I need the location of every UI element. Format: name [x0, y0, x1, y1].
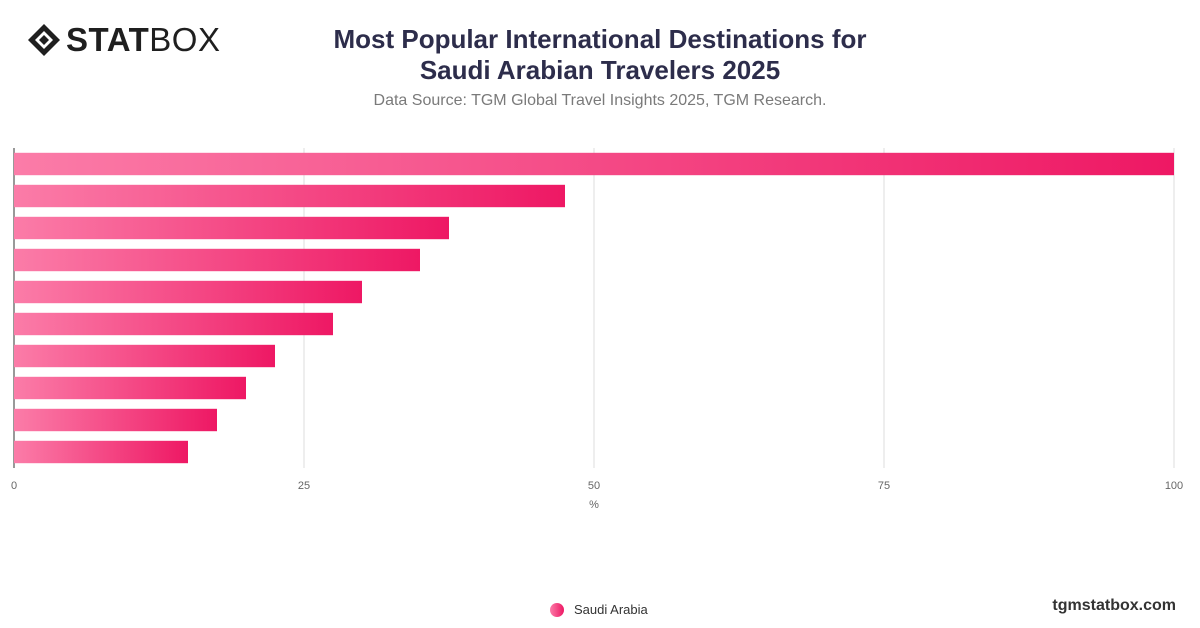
legend-swatch-saudi-arabia [550, 602, 564, 617]
bar[interactable] [14, 408, 217, 432]
x-tick-label: 25 [298, 480, 310, 492]
statbox-logo: STATBOX [26, 22, 220, 58]
x-axis-label: % [589, 499, 599, 511]
bar[interactable] [14, 152, 1174, 176]
bars [14, 152, 1174, 464]
statbox-logo-icon [28, 24, 60, 56]
x-tick-label: 0 [11, 480, 17, 492]
x-axis-ticks: 0 25 50 75 100 [11, 480, 1183, 492]
legend-label-saudi-arabia: Saudi Arabia [574, 602, 648, 617]
brand-url: tgmstatbox.com [1052, 597, 1176, 614]
chart-title: Most Popular International Destinations … [333, 24, 867, 85]
logo-bold-text: STAT [66, 21, 150, 58]
chart-legend[interactable]: Saudi Arabia [550, 602, 648, 617]
x-tick-label: 100 [1165, 480, 1183, 492]
bar[interactable] [14, 376, 246, 400]
logo-wordmark: STATBOX [66, 22, 220, 58]
bar[interactable] [14, 312, 333, 336]
logo-light-text: BOX [149, 21, 221, 58]
bar[interactable] [14, 344, 275, 368]
bar[interactable] [14, 248, 420, 272]
chart-subtitle: Data Source: TGM Global Travel Insights … [373, 92, 827, 109]
x-tick-label: 75 [878, 480, 890, 492]
bar[interactable] [14, 216, 449, 240]
bar[interactable] [14, 280, 362, 304]
bar[interactable] [14, 184, 565, 208]
x-tick-label: 50 [588, 480, 600, 492]
bar[interactable] [14, 440, 188, 464]
